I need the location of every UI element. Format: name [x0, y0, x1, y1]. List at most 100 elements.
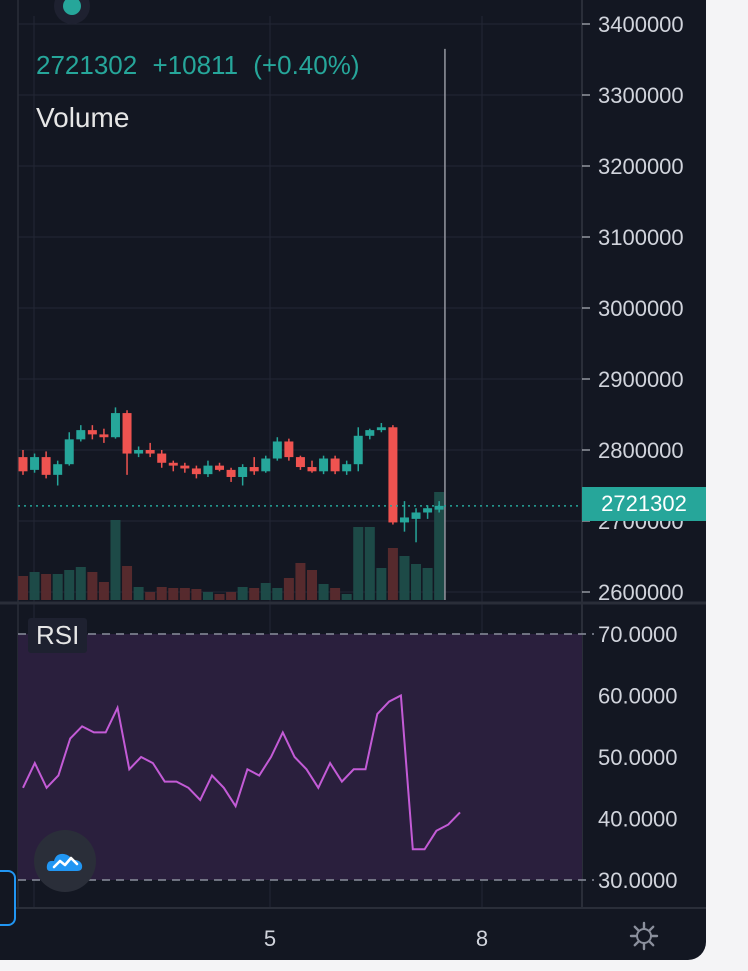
rsi-tick-label: 40.0000 [598, 807, 678, 832]
candle-body [238, 467, 248, 477]
candle-body [157, 453, 167, 463]
price-tick-label: 2600000 [598, 580, 684, 605]
volume-bar [249, 588, 260, 600]
candle-body [261, 458, 271, 472]
candle-body [284, 441, 294, 458]
price-tick-label: 3400000 [598, 12, 684, 37]
rsi-line [22, 693, 461, 851]
volume-bar [295, 563, 306, 600]
candle-body [342, 464, 352, 472]
legend-last-price: 2721302 [36, 50, 138, 80]
rsi-band [18, 634, 582, 880]
candle-body [64, 439, 74, 465]
rsi-tick-label: 60.0000 [598, 684, 678, 709]
candle-body [134, 450, 144, 454]
candle-body [180, 465, 190, 469]
gear-icon[interactable] [626, 918, 662, 954]
volume-bar [330, 588, 341, 600]
rsi-tick-label: 70.0000 [598, 622, 678, 647]
volume-bar [318, 584, 329, 600]
volume-bar [260, 583, 271, 600]
volume-bar [214, 594, 225, 600]
candle-body [87, 430, 97, 435]
candle-body [145, 450, 155, 454]
volume-bar [202, 592, 213, 600]
candle-body [307, 467, 317, 472]
volume-bar [399, 556, 410, 600]
volume-bar [237, 587, 248, 600]
price-tick-label: 3300000 [598, 83, 684, 108]
candle-body [203, 465, 213, 475]
price-legend: 2721302 +10811 (+0.40%) [36, 50, 368, 81]
volume-bar [110, 520, 121, 600]
price-tick-label: 3000000 [598, 296, 684, 321]
volume-bar [29, 572, 40, 600]
tradingview-cloud-glyph [46, 853, 83, 871]
candle-body [423, 508, 433, 513]
candle-body [191, 468, 201, 475]
legend-change-percent: (+0.40%) [253, 50, 360, 80]
tradingview-cloud-icon[interactable] [34, 830, 96, 892]
volume-bar [191, 589, 202, 600]
chart-frame: 3400000 3300000 3200000 3100000 3000000 29000… [0, 0, 706, 960]
volume-label[interactable]: Volume [36, 102, 130, 133]
volume-bar [18, 576, 28, 600]
candle-body [411, 512, 421, 519]
time-tick-label: 8 [476, 926, 488, 951]
rsi-label[interactable]: RSI [28, 618, 88, 653]
candle-body [122, 413, 132, 454]
candle-body [330, 458, 340, 472]
volume-bar [411, 564, 422, 600]
gear-glyph [629, 921, 659, 951]
candle-body [18, 457, 28, 472]
time-tick-label: 5 [264, 926, 276, 951]
volume-bar [283, 578, 294, 600]
volume-bar [75, 567, 86, 600]
volume-bar [376, 568, 387, 600]
candle-body [399, 517, 409, 523]
candle-body [365, 430, 375, 436]
volume-bar [387, 548, 398, 600]
volume-bar [307, 570, 317, 600]
candle-body [353, 435, 363, 465]
volume-bar [52, 574, 63, 600]
candle-body [110, 413, 120, 438]
legend-change: +10811 [152, 50, 239, 80]
candle-body [272, 441, 282, 459]
candle-body [226, 469, 236, 477]
chart-canvas[interactable]: 3400000 3300000 3200000 3100000 3000000 29000… [0, 0, 706, 960]
candle-body [388, 427, 398, 523]
volume-bar [168, 588, 179, 600]
candle-body [30, 457, 40, 470]
drawer-handle[interactable] [0, 870, 16, 926]
volume-bar [226, 592, 237, 600]
volume-bar [272, 588, 283, 600]
candle-body [249, 467, 259, 472]
volume-bar [353, 527, 364, 600]
last-price-badge: 2721302 [582, 487, 706, 521]
candle-body [319, 458, 329, 472]
candle-body [215, 465, 225, 470]
candle-body [99, 434, 109, 438]
volume-bar [98, 582, 109, 600]
volume-bar [364, 527, 375, 600]
price-tick-label: 2900000 [598, 367, 684, 392]
volume-bar [179, 588, 190, 600]
price-tick-label: 3200000 [598, 154, 684, 179]
volume-bar [87, 572, 98, 600]
rsi-tick-label: 50.0000 [598, 745, 678, 770]
price-tick-label: 3100000 [598, 225, 684, 250]
price-tick-label: 2800000 [598, 438, 684, 463]
candle-body [376, 427, 386, 431]
volume-bar [341, 594, 352, 600]
rsi-tick-label: 30.0000 [598, 868, 678, 893]
volume-bar [122, 566, 133, 600]
volume-bar [145, 592, 156, 600]
candle-body [41, 457, 51, 475]
candle-body [53, 464, 63, 475]
volume-bar [64, 570, 75, 600]
volume-bar [133, 587, 144, 600]
volume-bar [156, 587, 167, 600]
candle-body [168, 462, 178, 466]
volume-bar [41, 574, 52, 600]
